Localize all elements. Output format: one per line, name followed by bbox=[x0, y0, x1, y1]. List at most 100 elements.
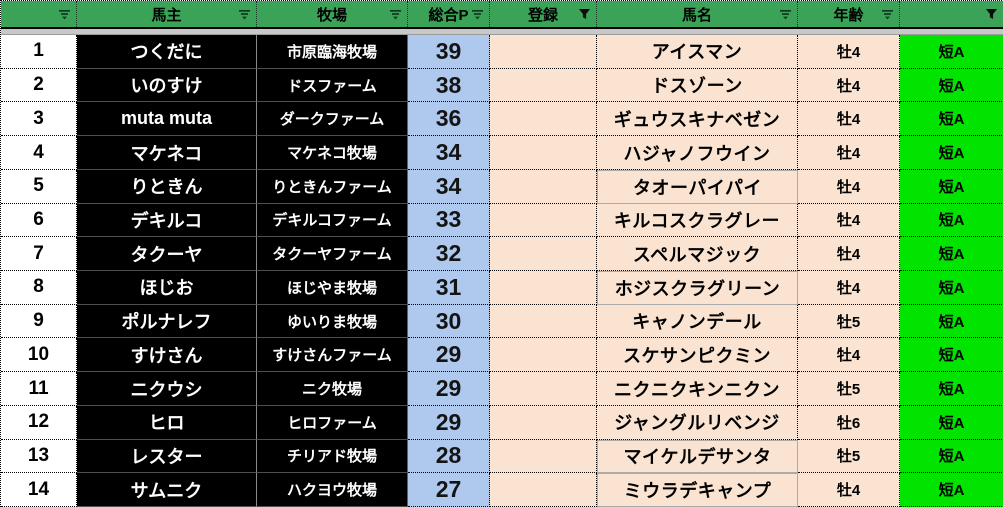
points-cell[interactable]: 34 bbox=[408, 136, 490, 170]
registration-cell[interactable] bbox=[490, 405, 597, 440]
farm-cell[interactable]: ドスファーム bbox=[257, 68, 408, 103]
grade-cell[interactable]: 短A bbox=[900, 35, 1003, 69]
farm-cell[interactable]: マケネコ牧場 bbox=[257, 136, 408, 170]
registration-cell[interactable] bbox=[490, 304, 597, 339]
owner-cell[interactable]: レスター bbox=[77, 439, 257, 474]
farm-cell[interactable]: ニク牧場 bbox=[257, 372, 408, 406]
owner-cell[interactable]: マケネコ bbox=[77, 136, 257, 170]
points-cell[interactable]: 33 bbox=[408, 203, 490, 238]
horse-name-cell[interactable]: タオーパイパイ bbox=[597, 169, 798, 204]
age-cell[interactable]: 牡6 bbox=[798, 405, 900, 440]
row-number-cell[interactable]: 13 bbox=[1, 439, 77, 474]
row-number-cell[interactable]: 1 bbox=[1, 35, 77, 69]
points-cell[interactable]: 29 bbox=[408, 338, 490, 373]
grade-cell[interactable]: 短A bbox=[900, 237, 1003, 272]
grade-cell[interactable]: 短A bbox=[900, 372, 1003, 406]
age-cell[interactable]: 牡4 bbox=[798, 473, 900, 507]
filter-dropdown-icon[interactable] bbox=[389, 8, 402, 20]
points-cell[interactable]: 30 bbox=[408, 304, 490, 339]
grade-cell[interactable]: 短A bbox=[900, 338, 1003, 373]
row-number-cell[interactable]: 5 bbox=[1, 169, 77, 204]
filter-dropdown-icon[interactable] bbox=[238, 8, 251, 20]
horse-name-cell[interactable]: マイケルデサンタ bbox=[597, 439, 798, 474]
row-number-cell[interactable]: 6 bbox=[1, 203, 77, 238]
header-owner[interactable]: 馬主 bbox=[77, 1, 257, 27]
owner-cell[interactable]: ポルナレフ bbox=[77, 304, 257, 339]
filter-funnel-icon[interactable] bbox=[985, 8, 998, 20]
horse-name-cell[interactable]: ニクニクキンニクン bbox=[597, 372, 798, 406]
filter-dropdown-icon[interactable] bbox=[58, 8, 71, 20]
grade-cell[interactable]: 短A bbox=[900, 68, 1003, 103]
owner-cell[interactable]: muta muta bbox=[77, 102, 257, 137]
age-cell[interactable]: 牡5 bbox=[798, 304, 900, 339]
age-cell[interactable]: 牡4 bbox=[798, 35, 900, 69]
header-horse-name[interactable]: 馬名 bbox=[597, 1, 798, 27]
age-cell[interactable]: 牡4 bbox=[798, 136, 900, 170]
registration-cell[interactable] bbox=[490, 35, 597, 69]
owner-cell[interactable]: タクーヤ bbox=[77, 237, 257, 272]
farm-cell[interactable]: ダークファーム bbox=[257, 102, 408, 137]
horse-name-cell[interactable]: キャノンデール bbox=[597, 304, 798, 339]
farm-cell[interactable]: チリアド牧場 bbox=[257, 439, 408, 474]
grade-cell[interactable]: 短A bbox=[900, 304, 1003, 339]
points-cell[interactable]: 39 bbox=[408, 35, 490, 69]
age-cell[interactable]: 牡4 bbox=[798, 237, 900, 272]
age-cell[interactable]: 牡4 bbox=[798, 68, 900, 103]
farm-cell[interactable]: デキルコファーム bbox=[257, 203, 408, 238]
grade-cell[interactable]: 短A bbox=[900, 405, 1003, 440]
points-cell[interactable]: 29 bbox=[408, 372, 490, 406]
header-blank-left[interactable] bbox=[1, 1, 77, 27]
horse-name-cell[interactable]: ホジスクラグリーン bbox=[597, 271, 798, 305]
header-grade[interactable] bbox=[900, 1, 1003, 27]
registration-cell[interactable] bbox=[490, 271, 597, 305]
header-farm[interactable]: 牧場 bbox=[257, 1, 408, 27]
grade-cell[interactable]: 短A bbox=[900, 203, 1003, 238]
farm-cell[interactable]: タクーヤファーム bbox=[257, 237, 408, 272]
farm-cell[interactable]: ゆいりま牧場 bbox=[257, 304, 408, 339]
farm-cell[interactable]: りときんファーム bbox=[257, 169, 408, 204]
registration-cell[interactable] bbox=[490, 136, 597, 170]
points-cell[interactable]: 34 bbox=[408, 169, 490, 204]
row-number-cell[interactable]: 9 bbox=[1, 304, 77, 339]
grade-cell[interactable]: 短A bbox=[900, 271, 1003, 305]
registration-cell[interactable] bbox=[490, 473, 597, 507]
points-cell[interactable]: 27 bbox=[408, 473, 490, 507]
header-age[interactable]: 年齢 bbox=[798, 1, 900, 27]
header-points[interactable]: 総合P bbox=[408, 1, 490, 27]
horse-name-cell[interactable]: キルコスクラグレー bbox=[597, 203, 798, 238]
points-cell[interactable]: 32 bbox=[408, 237, 490, 272]
filter-funnel-icon[interactable] bbox=[578, 8, 591, 20]
row-number-cell[interactable]: 3 bbox=[1, 102, 77, 137]
owner-cell[interactable]: サムニク bbox=[77, 473, 257, 507]
points-cell[interactable]: 28 bbox=[408, 439, 490, 474]
filter-dropdown-icon[interactable] bbox=[881, 8, 894, 20]
filter-dropdown-icon[interactable] bbox=[471, 8, 484, 20]
horse-name-cell[interactable]: スペルマジック bbox=[597, 237, 798, 272]
registration-cell[interactable] bbox=[490, 439, 597, 474]
registration-cell[interactable] bbox=[490, 203, 597, 238]
row-number-cell[interactable]: 14 bbox=[1, 473, 77, 507]
row-number-cell[interactable]: 7 bbox=[1, 237, 77, 272]
farm-cell[interactable]: ヒロファーム bbox=[257, 405, 408, 440]
row-number-cell[interactable]: 10 bbox=[1, 338, 77, 373]
age-cell[interactable]: 牡4 bbox=[798, 271, 900, 305]
registration-cell[interactable] bbox=[490, 372, 597, 406]
horse-name-cell[interactable]: ギュウスキナベゼン bbox=[597, 102, 798, 137]
points-cell[interactable]: 31 bbox=[408, 271, 490, 305]
farm-cell[interactable]: 市原臨海牧場 bbox=[257, 35, 408, 69]
filter-dropdown-icon[interactable] bbox=[779, 8, 792, 20]
row-number-cell[interactable]: 12 bbox=[1, 405, 77, 440]
registration-cell[interactable] bbox=[490, 102, 597, 137]
points-cell[interactable]: 38 bbox=[408, 68, 490, 103]
registration-cell[interactable] bbox=[490, 68, 597, 103]
horse-name-cell[interactable]: ドスゾーン bbox=[597, 68, 798, 103]
owner-cell[interactable]: いのすけ bbox=[77, 68, 257, 103]
row-number-cell[interactable]: 11 bbox=[1, 372, 77, 406]
owner-cell[interactable]: デキルコ bbox=[77, 203, 257, 238]
registration-cell[interactable] bbox=[490, 237, 597, 272]
grade-cell[interactable]: 短A bbox=[900, 473, 1003, 507]
owner-cell[interactable]: つくだに bbox=[77, 35, 257, 69]
registration-cell[interactable] bbox=[490, 338, 597, 373]
owner-cell[interactable]: ほじお bbox=[77, 271, 257, 305]
owner-cell[interactable]: ヒロ bbox=[77, 405, 257, 440]
